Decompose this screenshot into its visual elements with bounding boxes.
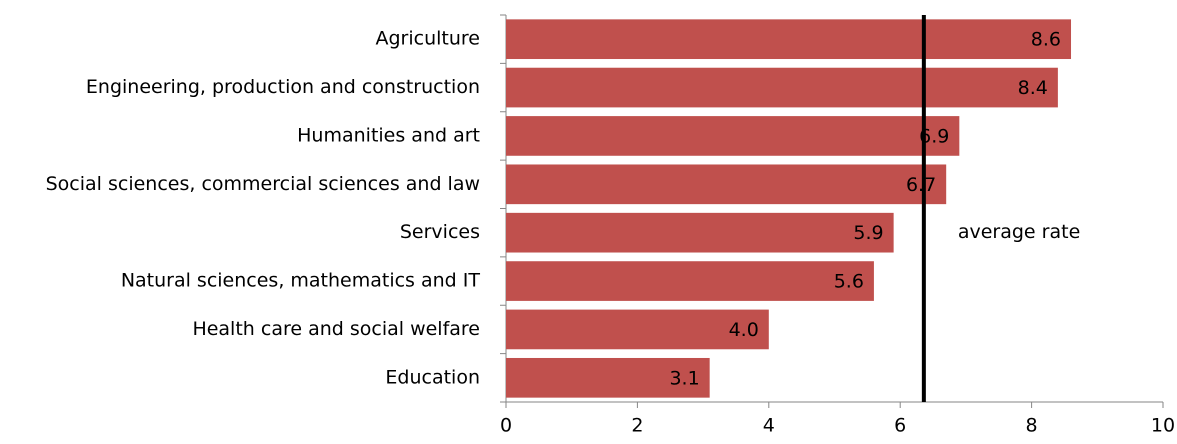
- value-label: 6.9: [919, 125, 949, 147]
- x-tick-label: 10: [1151, 415, 1175, 437]
- value-label: 6.7: [906, 174, 936, 196]
- x-tick-label: 6: [894, 415, 906, 437]
- category-label: Social sciences, commercial sciences and…: [46, 173, 480, 195]
- bar: [506, 357, 710, 398]
- value-label: 8.4: [1018, 77, 1048, 99]
- value-label: 5.6: [834, 271, 864, 293]
- category-label: Education: [385, 366, 480, 388]
- reference-label: average rate: [958, 221, 1080, 243]
- category-label: Engineering, production and construction: [86, 76, 480, 98]
- category-label: Health care and social welfare: [192, 318, 480, 340]
- bar: [506, 116, 960, 156]
- x-tick-label: 0: [500, 415, 512, 437]
- value-label: 3.1: [669, 367, 699, 389]
- x-tick-label: 2: [631, 415, 643, 437]
- bar: [506, 164, 947, 205]
- value-label: 4.0: [729, 319, 759, 341]
- bar: [506, 67, 1058, 108]
- value-label: 8.6: [1031, 29, 1061, 51]
- x-tick-label: 8: [1026, 415, 1038, 437]
- bar: [506, 19, 1072, 60]
- category-label: Services: [400, 221, 480, 243]
- x-tick-label: 4: [763, 415, 775, 437]
- category-label: Humanities and art: [297, 124, 480, 146]
- bar: [506, 261, 874, 301]
- value-label: 5.9: [853, 222, 883, 244]
- category-label: Agriculture: [376, 28, 481, 50]
- bar: [506, 309, 769, 350]
- category-label: Natural sciences, mathematics and IT: [121, 270, 481, 292]
- bar: [506, 212, 894, 253]
